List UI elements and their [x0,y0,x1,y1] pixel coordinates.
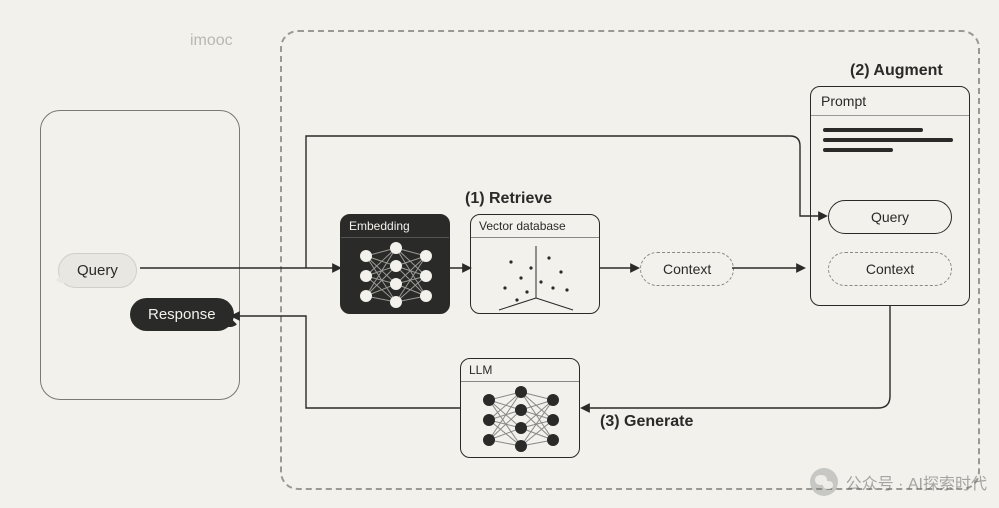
llm-box: LLM [460,358,580,458]
vectordb-box: Vector database [470,214,600,314]
context-pill: Context [640,252,734,286]
llm-title: LLM [461,359,579,382]
prompt-context-pill: Context [828,252,952,286]
wechat-text: 公众号 · AI探索时代 [846,470,987,494]
prompt-text-line [823,138,953,142]
embedding-network-icon [341,238,450,314]
llm-network-icon [461,382,580,458]
prompt-title: Prompt [811,87,969,116]
prompt-text-line [823,148,893,152]
query-bubble: Query [58,253,137,288]
retrieve-label: (1) Retrieve [465,190,552,208]
response-bubble: Response [130,298,234,331]
wechat-attribution: 公众号 · AI探索时代 [810,468,987,496]
embedding-title: Embedding [341,215,449,238]
generate-label: (3) Generate [600,413,693,431]
vectordb-title: Vector database [471,215,599,238]
wechat-icon [810,468,838,496]
vectordb-scatter-icon [471,238,600,314]
augment-label: (2) Augment [850,62,943,80]
prompt-query-pill: Query [828,200,952,234]
prompt-text-line [823,128,923,132]
embedding-box: Embedding [340,214,450,314]
watermark-text: imooc [190,32,233,50]
